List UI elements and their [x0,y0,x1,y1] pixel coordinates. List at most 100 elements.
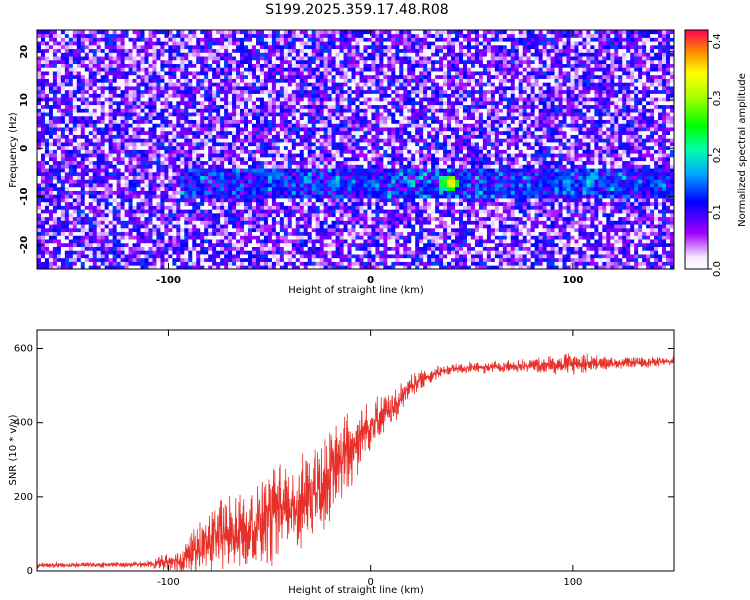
heatmap-cell [92,130,98,135]
heatmap-cell [64,130,70,135]
heatmap-cell [168,138,173,143]
heatmap-cell [104,142,110,147]
heatmap-cell [327,231,333,236]
heatmap-cell [299,56,305,61]
heatmap-cell [176,149,181,154]
heatmap-cell [52,149,58,154]
heatmap-cell [136,74,141,79]
heatmap-cell [152,198,157,203]
heatmap-cell [196,227,201,233]
heatmap-cell [80,130,86,135]
heatmap-cell [267,33,273,38]
heatmap-cell [192,115,197,121]
heatmap-cell [40,212,46,218]
heatmap-cell [176,100,181,106]
heatmap-cell [48,216,54,221]
heatmap-cell [60,44,66,50]
heatmap-cell [267,48,273,53]
heatmap-cell [204,93,209,98]
heatmap-cell [307,52,313,57]
heatmap-cell [192,104,197,109]
heatmap-cell [204,183,209,188]
heatmap-cell [48,97,54,102]
heatmap-cell [283,190,289,195]
heatmap-cell [92,100,98,106]
heatmap-cell [120,261,125,266]
heatmap-cell [40,104,46,109]
heatmap-cell [311,48,317,53]
heatmap-cell [251,257,257,262]
heatmap-cell [140,33,145,38]
heatmap-cell [236,86,241,91]
heatmap-cell [244,227,249,233]
heatmap-cell [232,127,237,132]
heatmap-cell [84,130,90,135]
heatmap-cell [80,48,86,53]
heatmap-cell [244,216,249,221]
heatmap-cell [72,63,78,68]
heatmap-cell [116,41,122,46]
heatmap-cell [176,67,181,72]
heatmap-cell [263,123,269,128]
heatmap-cell [240,145,245,150]
heatmap-cell [192,250,197,255]
heatmap-cell [255,119,261,124]
heatmap-cell [192,179,197,184]
heatmap-cell [120,216,125,221]
heatmap-cell [164,56,169,61]
heatmap-cell [255,112,261,117]
heatmap-cell [259,227,265,233]
heatmap-cell [152,156,157,162]
heatmap-cell [160,209,165,214]
heatmap-cell [140,265,145,269]
heatmap-cell [240,179,245,184]
heatmap-cell [64,242,70,247]
heatmap-cell [96,254,102,259]
heatmap-cell [327,160,333,165]
heatmap-cell [112,194,118,199]
heatmap-cell [267,138,273,143]
heatmap-cell [251,127,257,132]
heatmap-cell [279,149,285,154]
heatmap-cell [120,52,125,57]
heatmap-cell [148,56,153,61]
heatmap-cell [335,119,340,124]
heatmap-cell [60,104,66,109]
heatmap-cell [104,209,110,214]
heatmap-cell [104,250,110,255]
heatmap-cell [263,205,269,210]
heatmap-cell [244,231,249,236]
heatmap-cell [180,97,185,102]
heatmap-cell [236,127,241,132]
heatmap-cell [323,179,329,184]
heatmap-cell [291,205,297,210]
heatmap-cell [132,134,137,139]
heatmap-cell [112,74,118,79]
heatmap-cell [124,179,129,184]
heatmap-cell [240,168,245,173]
heatmap-cell [100,48,106,53]
heatmap-cell [212,104,217,109]
heatmap-cell [148,227,153,233]
heatmap-cell [291,231,297,236]
heatmap-cell [80,164,86,169]
heatmap-cell [307,224,313,229]
heatmap-cell [132,186,137,191]
heatmap-cell [228,104,233,109]
heatmap-cell [299,254,305,259]
heatmap-cell [307,175,313,180]
heatmap-cell [152,186,157,191]
heatmap-cell [100,89,106,94]
heatmap-cell [200,168,205,173]
heatmap-cell [124,209,129,214]
heatmap-cell [92,198,98,203]
heatmap-cell [299,145,305,150]
heatmap-cell [327,209,333,214]
heatmap-cell [291,261,297,266]
heatmap-cell [88,67,94,72]
heatmap-cell [88,138,94,143]
heatmap-cell [196,67,201,72]
heatmap-cell [343,37,348,42]
heatmap-cell [68,261,74,266]
heatmap-cell [220,239,225,244]
